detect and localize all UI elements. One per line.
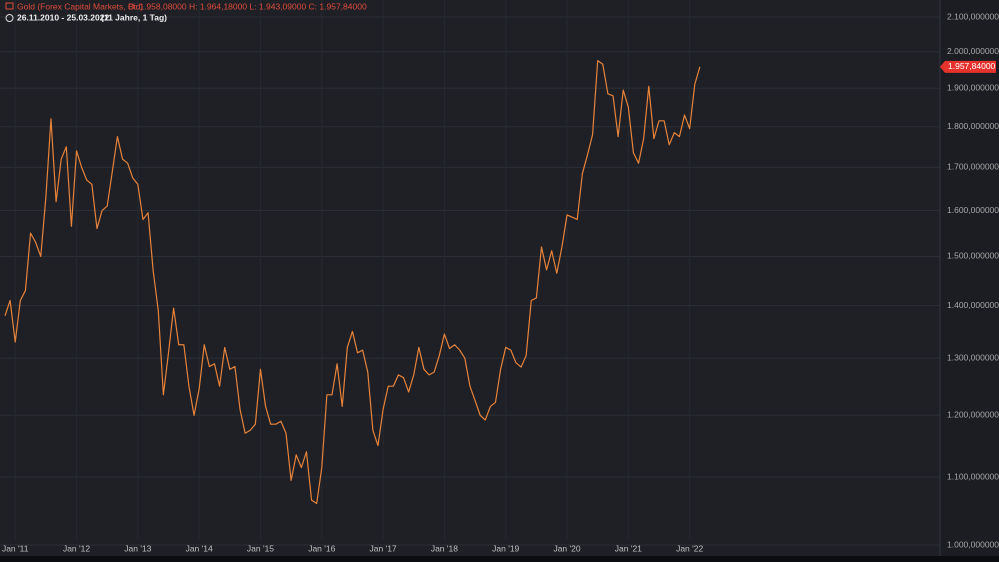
x-tick-label: Jan '22 [676, 543, 703, 553]
range-note: (11 Jahre, 1 Tag) [101, 12, 167, 22]
y-tick-label: 1.700,000000 [947, 162, 999, 172]
x-tick-label: Jan '17 [370, 543, 397, 553]
x-tick-label: Jan '16 [308, 543, 335, 553]
x-tick-label: Jan '12 [63, 543, 90, 553]
date-range: 26.11.2010 - 25.03.2022 [17, 12, 109, 22]
y-tick-label: 2.100,000000 [947, 11, 999, 21]
y-tick-label: 1.400,000000 [947, 300, 999, 310]
last-price-label: 1.957,84000 [948, 61, 996, 71]
x-tick-label: Jan '18 [431, 543, 458, 553]
y-tick-label: 1.200,000000 [947, 410, 999, 420]
symbol-icon [5, 2, 14, 10]
labels: 1.000,000000 1.100,000000 1.200,000000 1.30… [2, 11, 999, 553]
plot [4, 60, 701, 505]
title: Gold (Forex Capital Markets, Bid) [17, 1, 143, 11]
x-tick-label: Jan '19 [492, 543, 519, 553]
y-tick-label: 1.000,000000 [947, 539, 999, 549]
x-tick-label: Jan '13 [124, 543, 151, 553]
y-tick-label: 1.300,000000 [947, 353, 999, 363]
x-tick-label: Jan '21 [615, 543, 642, 553]
clock-icon [5, 14, 14, 22]
x-tick-label: Jan '15 [247, 543, 274, 553]
bottom-bar [0, 556, 999, 562]
x-tick-label: Jan '20 [553, 543, 580, 553]
price-line [4, 60, 701, 505]
y-tick-label: 2.000,000000 [947, 46, 999, 56]
grid [0, 16, 940, 546]
y-tick-label: 1.900,000000 [947, 82, 999, 92]
x-tick-label: Jan '11 [2, 543, 29, 553]
x-tick-label: Jan '14 [186, 543, 213, 553]
y-tick-label: 1.500,000000 [947, 251, 999, 261]
y-axis-panel [940, 0, 999, 556]
y-tick-label: 1.100,000000 [947, 471, 999, 481]
y-tick-label: 1.800,000000 [947, 121, 999, 131]
y-tick-label: 1.600,000000 [947, 205, 999, 215]
last-price-tag [940, 60, 996, 73]
ohlc: O: 1.958,08000 H: 1.964,18000 L: 1.943,0… [128, 1, 367, 11]
header: Gold (Forex Capital Markets, Bid) O: 1.9… [5, 1, 367, 22]
